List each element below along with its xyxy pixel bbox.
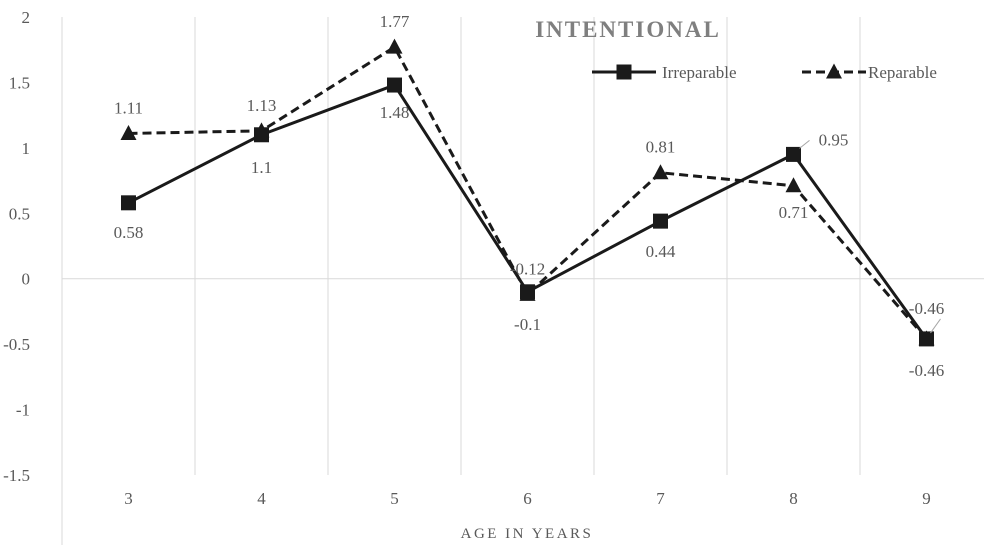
y-tick-label: 0.5 (9, 204, 30, 223)
data-point-irreparable-square-marker (786, 146, 801, 162)
data-label-irreparable: 1.1 (251, 158, 272, 177)
x-tick-label: 3 (124, 489, 133, 508)
legend-label-irreparable: Irreparable (662, 63, 737, 82)
y-tick-label: 1.5 (9, 73, 30, 92)
legend: Irreparable Reparable (592, 63, 937, 82)
label-leader-line (930, 318, 941, 334)
data-point-reparable-triangle-marker (785, 177, 802, 193)
data-label-reparable: 1.77 (380, 12, 410, 31)
x-tick-label: 7 (656, 489, 665, 508)
data-point-irreparable-square-marker (919, 331, 934, 347)
label-leader-line (799, 140, 810, 149)
y-tick-label: -1 (16, 401, 30, 420)
legend-marker-irreparable (616, 64, 632, 80)
axes: 2 1.5 1 0.5 0 -0.5 -1 -1.5 3 4 5 6 7 8 9 (3, 8, 984, 545)
data-point-irreparable-square-marker (520, 284, 535, 300)
data-point-reparable-triangle-marker (120, 124, 137, 140)
data-labels: 0.58 1.1 1.48 -0.1 0.44 0.95 -0.46 1.11 1.13 1.77… (114, 12, 945, 380)
data-label-reparable: 0.81 (646, 138, 676, 157)
data-label-reparable: 1.11 (114, 98, 143, 117)
data-point-irreparable-square-marker (387, 77, 402, 93)
data-label-irreparable: -0.46 (909, 361, 944, 380)
y-tick-label: 1 (22, 139, 31, 158)
data-label-reparable: -0.12 (510, 259, 545, 278)
data-label-reparable: 0.71 (779, 203, 809, 222)
data-label-irreparable: 1.48 (380, 103, 410, 122)
legend-label-reparable: Reparable (868, 63, 937, 82)
series-layer (120, 38, 935, 347)
data-point-irreparable-square-marker (254, 127, 269, 143)
data-point-irreparable-square-marker (653, 213, 668, 229)
y-tick-label: 0 (22, 270, 31, 289)
gridlines (194, 17, 861, 475)
y-tick-label: -0.5 (3, 335, 30, 354)
data-label-irreparable: -0.1 (514, 315, 541, 334)
x-tick-label: 9 (922, 489, 931, 508)
data-label-reparable: 1.13 (247, 96, 277, 115)
data-label-irreparable: 0.95 (819, 130, 849, 149)
x-tick-label: 4 (257, 489, 266, 508)
x-axis-title: AGE IN YEARS (461, 526, 594, 542)
data-label-irreparable: 0.58 (114, 223, 144, 242)
x-tick-label: 8 (789, 489, 798, 508)
chart-title: INTENTIONAL (535, 17, 721, 42)
x-tick-label: 6 (523, 489, 532, 508)
data-point-irreparable-square-marker (121, 195, 136, 211)
legend-marker-reparable (826, 63, 842, 79)
data-label-irreparable: 0.44 (646, 242, 676, 261)
x-tick-label: 5 (390, 489, 399, 508)
data-point-reparable-triangle-marker (652, 164, 669, 180)
y-tick-label: 2 (22, 8, 31, 27)
data-point-reparable-triangle-marker (386, 38, 403, 54)
y-tick-label: -1.5 (3, 466, 30, 485)
data-label-reparable: -0.46 (909, 299, 944, 318)
